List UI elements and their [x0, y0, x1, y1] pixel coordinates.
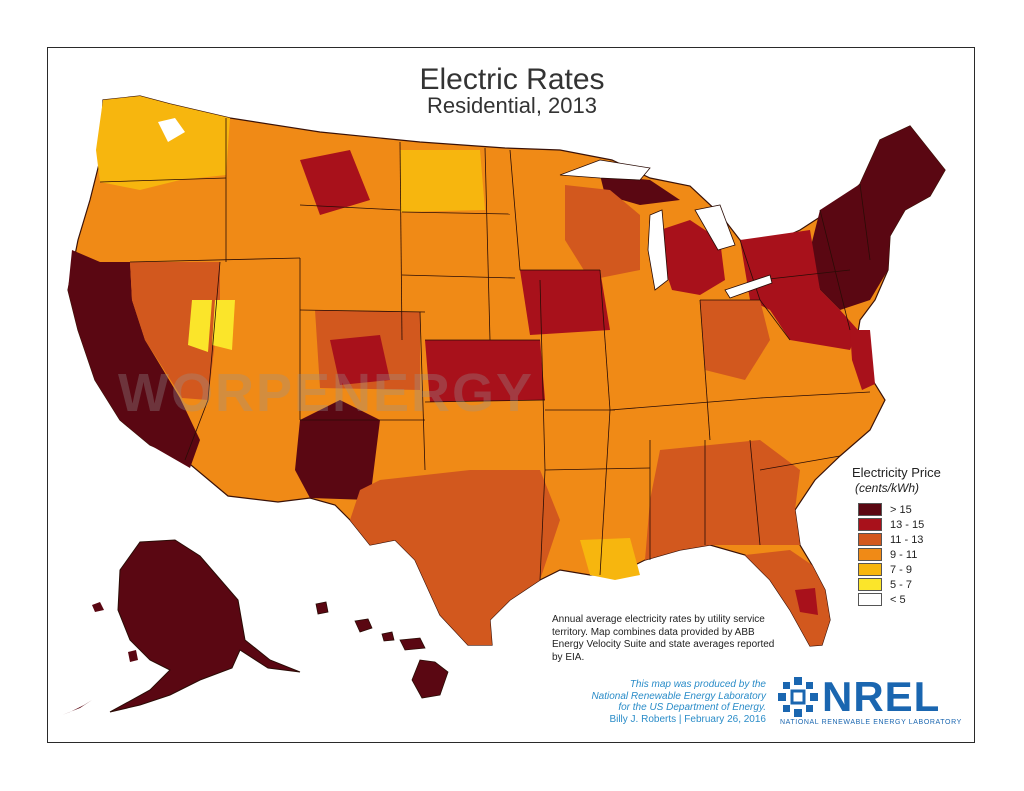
lake-huron	[694, 204, 736, 251]
region-southeast	[645, 440, 800, 560]
region-tennessee	[610, 398, 765, 440]
region-ny-pa	[740, 230, 858, 350]
legend-item: 9 - 11	[858, 548, 917, 561]
region-colorado-high	[330, 335, 390, 385]
lake-michigan	[647, 209, 669, 291]
region-midatlantic	[850, 330, 875, 390]
region-michigan	[660, 220, 725, 295]
credit-line-3: for the US Department of Energy.	[618, 702, 766, 713]
legend-label: 7 - 9	[890, 563, 913, 576]
region-four-corners	[295, 400, 380, 500]
hawaii	[315, 601, 449, 699]
region-upper-mi	[600, 175, 680, 205]
legend-item: 7 - 9	[858, 563, 912, 576]
legend-label: 5 - 7	[890, 578, 913, 591]
watermark-text: WORPENERGY	[118, 363, 535, 423]
legend-label: > 15	[890, 503, 912, 516]
legend-swatch	[858, 503, 882, 516]
legend-swatch	[858, 563, 882, 576]
legend-units: (cents/kWh)	[855, 481, 920, 495]
legend-swatch	[858, 593, 882, 606]
legend-item: 11 - 13	[858, 533, 923, 546]
region-nevada-low	[188, 300, 212, 352]
legend-label: 9 - 11	[890, 548, 918, 561]
legend-swatch	[858, 533, 882, 546]
region-louisiana-low	[580, 538, 640, 580]
region-kansas	[425, 340, 545, 402]
credit-block: This map was produced by the National Re…	[548, 679, 766, 725]
map-note: Annual average electricity rates by util…	[552, 614, 775, 663]
region-florida-high	[795, 588, 818, 615]
lake-erie	[724, 274, 773, 299]
credit-line-1: This map was produced by the	[629, 679, 766, 690]
region-california	[68, 250, 200, 468]
map-title: Electric Rates	[419, 63, 605, 96]
legend-title: Electricity Price	[852, 465, 941, 480]
credit-line-4: Billy J. Roberts | February 26, 2016	[609, 713, 766, 725]
legend-item: > 15	[858, 503, 912, 516]
region-wisconsin	[565, 185, 640, 280]
legend-swatch	[858, 518, 882, 531]
region-ohio-valley	[700, 300, 770, 380]
legend-item: 5 - 7	[858, 578, 912, 591]
region-iowa-illinois	[520, 270, 610, 335]
legend-label: < 5	[890, 593, 906, 606]
region-pacific-nw	[96, 96, 230, 190]
nrel-logo-subtitle: NATIONAL RENEWABLE ENERGY LABORATORY	[780, 719, 962, 726]
region-nevada	[130, 262, 220, 400]
credit-line-2: National Renewable Energy Laboratory	[591, 690, 766, 702]
region-utah-low	[212, 300, 235, 350]
region-montana-high	[300, 150, 370, 215]
alaska	[109, 539, 301, 713]
legend-label: 11 - 13	[890, 533, 924, 546]
map-subtitle: Residential, 2013	[426, 93, 597, 118]
state-boundaries	[99, 118, 871, 581]
region-northdakota	[400, 150, 485, 212]
legend-item: < 5	[858, 593, 906, 606]
nrel-logo-text: NREL	[822, 673, 941, 720]
nrel-logo-icon	[778, 677, 818, 717]
lake-superior	[559, 159, 651, 181]
legend-label: 13 - 15	[890, 518, 925, 531]
region-ne-high	[810, 126, 945, 310]
legend-swatch	[858, 578, 882, 591]
washington-white-patch	[158, 118, 185, 142]
legend-item: 13 - 15	[858, 518, 924, 531]
region-florida	[745, 550, 830, 646]
legend-swatch	[858, 548, 882, 561]
region-texas	[350, 470, 560, 645]
